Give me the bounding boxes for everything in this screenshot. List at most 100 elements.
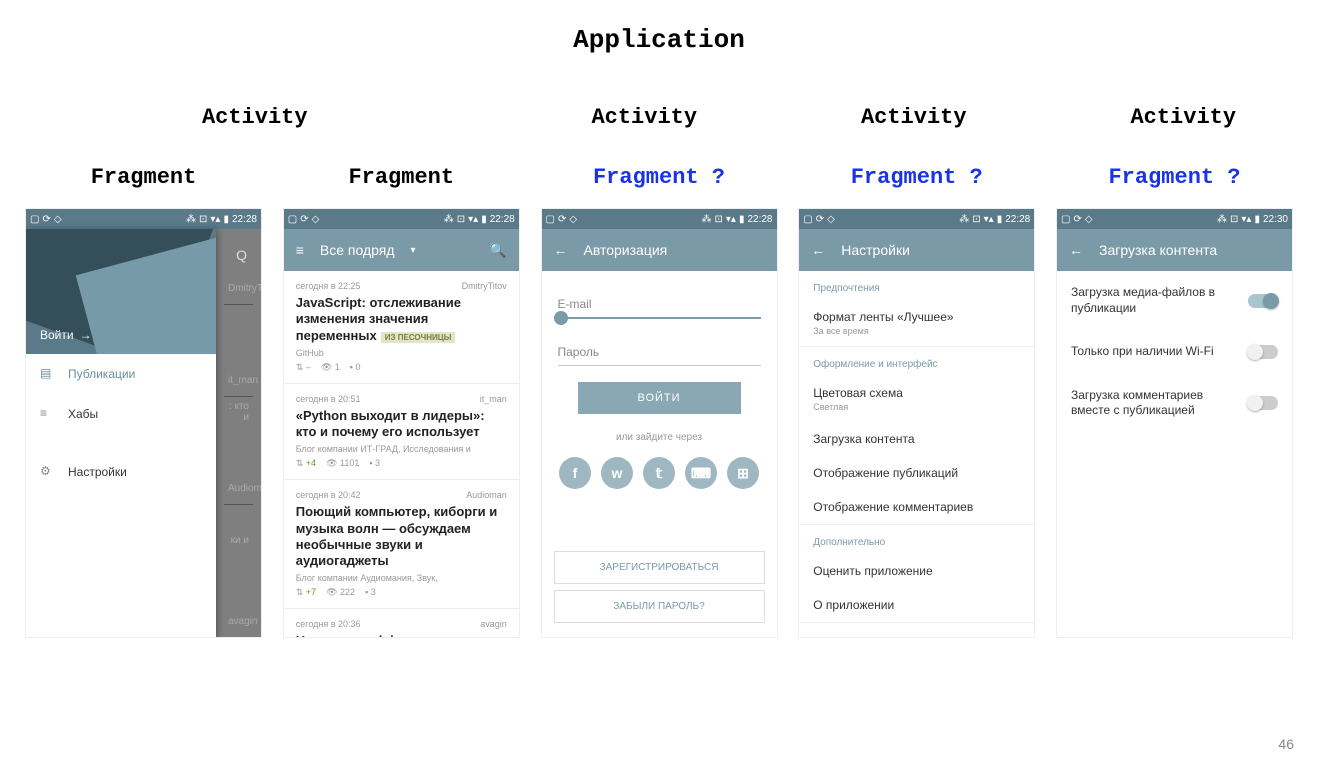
feed-stats: ⇅ – 👁 1 ▪ 0 <box>296 362 507 373</box>
feed-meta: сегодня в 20:36 avagin <box>296 619 507 629</box>
feed-item[interactable]: сегодня в 22:25 DmitryTitov JavaScript: … <box>284 271 519 384</box>
settings-item[interactable]: О приложении <box>799 588 1034 622</box>
settings-item-label: Загрузка контента <box>813 432 1020 446</box>
toggle-item[interactable]: Загрузка медиа-файлов в публикации <box>1057 271 1292 330</box>
toggle-switch[interactable] <box>1248 396 1278 410</box>
fragment-label-5: Fragment ? <box>1056 165 1293 190</box>
toggle-item[interactable]: Загрузка комментариев вместе с публикаци… <box>1057 374 1292 433</box>
app-bar: ← Авторизация <box>542 229 777 271</box>
toggle-switch[interactable] <box>1248 345 1278 359</box>
feed-time: сегодня в 20:36 <box>296 619 361 629</box>
time-label: 22:28 <box>1005 214 1030 225</box>
toggle-item[interactable]: Только при наличии Wi-Fi <box>1057 330 1292 374</box>
drawer-item-label: Хабы <box>68 407 98 421</box>
github-icon[interactable]: ⌨ <box>685 457 717 489</box>
activity-label-4: Activity <box>1058 105 1308 130</box>
feed-sub: GitHub <box>296 348 507 358</box>
feed-sub: Блог компании ИТ-ГРАД, Исследования и <box>296 444 507 454</box>
settings-item-label: О приложении <box>813 598 1020 612</box>
drawer-item-publications[interactable]: ▤ Публикации <box>26 354 216 394</box>
fragment-label-1: Fragment <box>25 165 262 190</box>
phone-feed: ▢⟳◇ ⁂⊡▾▴▮22:28 ≡ Все подряд ▾ 🔍 сегодня … <box>283 208 520 638</box>
page-number: 46 <box>1278 736 1294 752</box>
back-icon[interactable]: ← <box>811 242 825 258</box>
feed-stats: ⇅ +7 👁 222 ▪ 3 <box>296 587 507 598</box>
tag-badge: ИЗ ПЕСОЧНИЦЫ <box>381 332 456 343</box>
login-button[interactable]: ВОЙТИ <box>578 382 741 414</box>
appbar-title: Авторизация <box>584 242 668 258</box>
signal-icon: ▾▴ <box>210 214 220 225</box>
facebook-icon[interactable]: f <box>559 457 591 489</box>
settings-item-label: Отображение комментариев <box>813 500 1020 514</box>
list-icon: ≡ <box>40 406 56 422</box>
password-field[interactable]: Пароль <box>558 339 761 366</box>
fragment-label-4: Fragment ? <box>798 165 1035 190</box>
email-field[interactable]: E-mail <box>558 291 761 319</box>
sync-icon: ⟳ <box>42 214 50 225</box>
settings-item[interactable]: Цветовая схемаСветлая <box>799 376 1034 422</box>
feed-list: сегодня в 22:25 DmitryTitov JavaScript: … <box>284 271 519 638</box>
app-bar: ← Загрузка контента <box>1057 229 1292 271</box>
drawer-item-hubs[interactable]: ≡ Хабы <box>26 394 216 434</box>
feed-item[interactable]: сегодня в 20:42 Audioman Поющий компьюте… <box>284 480 519 609</box>
dim-row: : кто и <box>224 397 253 433</box>
nav-drawer: Войти → ▤ Публикации ≡ Хабы ⚙ Настройки <box>26 229 216 638</box>
phone-auth: ▢⟳◇ ⁂⊡▾▴▮22:28 ← Авторизация E-mail Паро… <box>541 208 778 638</box>
slider-thumb[interactable] <box>554 311 568 325</box>
settings-item[interactable]: Оценить приложение <box>799 554 1034 588</box>
phones-row: ▢ ⟳ ◇ ⁂ ⊡ ▾▴ ▮ 22:28 Q DmitryTitov it_ma… <box>0 208 1318 638</box>
settings-list: ПредпочтенияФормат ленты «Лучшее»За все … <box>799 271 1034 623</box>
gear-icon: ⚙ <box>40 464 56 480</box>
status-bar: ▢⟳◇ ⁂⊡▾▴▮22:28 <box>542 209 777 229</box>
twitter-icon[interactable]: 𝕥 <box>643 457 675 489</box>
feed-item[interactable]: сегодня в 20:36 avagin Насколько эффекти… <box>284 609 519 638</box>
feed-author: Audioman <box>466 490 507 500</box>
auth-body: E-mail Пароль ВОЙТИ или зайдите через f … <box>542 271 777 509</box>
feed-author: DmitryTitov <box>462 281 507 291</box>
phone-content-loading: ▢⟳◇ ⁂⊡▾▴▮22:30 ← Загрузка контента Загру… <box>1056 208 1293 638</box>
settings-item[interactable]: Отображение комментариев <box>799 490 1034 524</box>
fragment-row: Fragment Fragment Fragment ? Fragment ? … <box>0 165 1318 190</box>
drawer-item-label: Настройки <box>68 465 127 479</box>
settings-item-sub: За все время <box>813 326 1020 336</box>
back-icon[interactable]: ← <box>1069 242 1083 258</box>
settings-section-header: Предпочтения <box>799 271 1034 300</box>
vk-icon[interactable]: w <box>601 457 633 489</box>
search-icon[interactable]: 🔍 <box>489 242 506 259</box>
forgot-password-button[interactable]: ЗАБЫЛИ ПАРОЛЬ? <box>554 590 765 623</box>
chevron-down-icon[interactable]: ▾ <box>411 245 416 256</box>
time-label: 22:28 <box>747 214 772 225</box>
settings-item-label: Цветовая схема <box>813 386 1020 400</box>
drawer-header: Войти → <box>26 229 216 354</box>
toggles-list: Загрузка медиа-файлов в публикации Тольк… <box>1057 271 1292 433</box>
activity-row: Activity Activity Activity Activity <box>0 105 1318 130</box>
settings-item[interactable]: Отображение публикаций <box>799 456 1034 490</box>
feed-author: avagin <box>480 619 507 629</box>
settings-item[interactable]: Формат ленты «Лучшее»За все время <box>799 300 1034 346</box>
settings-item[interactable]: Загрузка контента <box>799 422 1034 456</box>
battery-icon: ▮ <box>223 214 229 225</box>
dim-row: avagin <box>224 556 253 638</box>
feed-item[interactable]: сегодня в 20:51 it_man «Python выходит в… <box>284 384 519 481</box>
doc-icon: ▤ <box>40 366 56 382</box>
activity-label-2: Activity <box>519 105 769 130</box>
appbar-title[interactable]: Все подряд <box>320 242 395 258</box>
login-button[interactable]: Войти → <box>40 328 92 342</box>
register-button[interactable]: ЗАРЕГИСТРИРОВАТЬСЯ <box>554 551 765 584</box>
vibrate-icon: ⊡ <box>199 214 207 225</box>
heading-application: Application <box>0 25 1318 55</box>
image-icon: ▢ <box>30 214 39 225</box>
menu-icon[interactable]: ≡ <box>296 242 304 258</box>
arrow-right-icon: → <box>80 328 92 342</box>
feed-time: сегодня в 22:25 <box>296 281 361 291</box>
feed-title: Поющий компьютер, киборги и музыка волн … <box>296 504 507 569</box>
dim-row: Audioman <box>224 433 253 505</box>
toggle-switch[interactable] <box>1248 294 1278 308</box>
app-bar: ≡ Все подряд ▾ 🔍 <box>284 229 519 271</box>
login-label: Войти <box>40 328 74 342</box>
feed-meta: сегодня в 20:51 it_man <box>296 394 507 404</box>
back-icon[interactable]: ← <box>554 242 568 258</box>
drawer-item-settings[interactable]: ⚙ Настройки <box>26 452 216 492</box>
drawer-item-label: Публикации <box>68 367 135 381</box>
live-icon[interactable]: ⊞ <box>727 457 759 489</box>
